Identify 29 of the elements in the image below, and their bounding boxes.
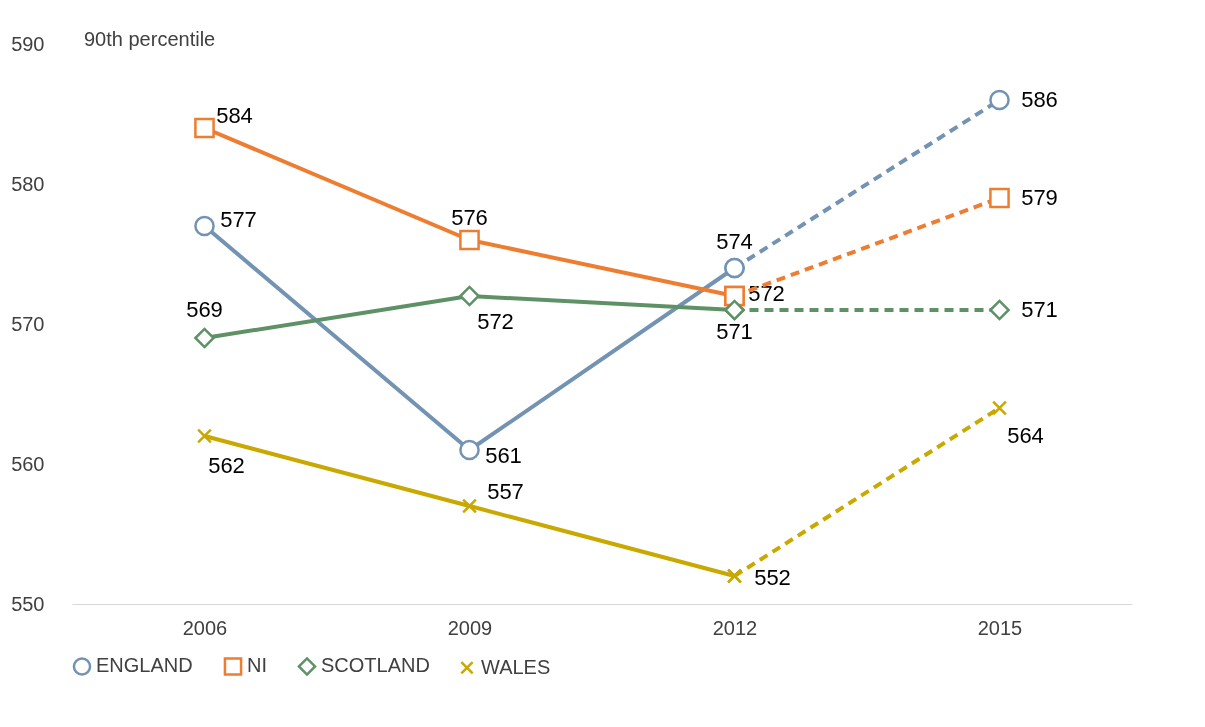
data-label: 572 [477,309,514,334]
data-label: 574 [716,229,753,254]
data-label: 571 [1021,297,1058,322]
data-label: 552 [754,565,791,590]
y-tick-label: 550 [11,592,45,615]
x-tick-label: 2012 [712,616,758,639]
data-label: 557 [487,479,524,504]
data-label: 562 [208,453,245,478]
annotation: 90th percentile [84,28,216,50]
data-label: 577 [220,207,257,232]
data-label: 584 [216,103,253,128]
legend-label: WALES [481,655,551,678]
y-tick-label: 590 [11,32,45,55]
x-tick-label: 2009 [447,616,493,639]
y-tick-label: 560 [11,452,45,475]
x-tick-label: 2015 [977,616,1023,639]
y-tick-label: 570 [11,312,45,335]
data-label: 569 [186,297,223,322]
legend-label: NI [247,654,267,677]
data-label: 564 [1007,423,1044,448]
y-tick-label: 580 [11,172,45,195]
data-label: 586 [1021,87,1058,112]
data-label: 571 [716,319,753,344]
legend-label: SCOTLAND [321,654,430,677]
legend-label: ENGLAND [96,654,193,677]
x-tick-label: 2006 [182,616,228,639]
data-label: 561 [485,443,522,468]
data-label: 576 [451,205,488,230]
data-label: 579 [1021,185,1058,210]
